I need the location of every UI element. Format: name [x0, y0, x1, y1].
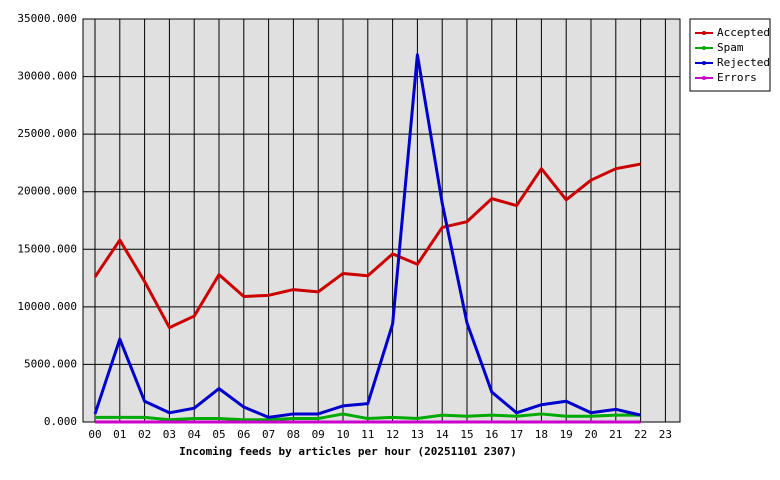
legend-label: Accepted — [717, 26, 770, 39]
series-line — [93, 53, 641, 419]
x-tick-label: 19 — [560, 428, 573, 441]
x-tick-label: 16 — [485, 428, 498, 441]
x-tick-label: 06 — [237, 428, 250, 441]
legend-label: Spam — [717, 41, 744, 54]
y-tick-label: 30000.000 — [17, 70, 77, 83]
x-tick-label: 10 — [336, 428, 349, 441]
x-tick-label: 20 — [584, 428, 597, 441]
x-tick-label: 04 — [188, 428, 202, 441]
x-tick-label: 22 — [634, 428, 647, 441]
legend-marker — [702, 76, 706, 80]
x-tick-label: 02 — [138, 428, 151, 441]
y-tick-label: 25000.000 — [17, 127, 77, 140]
x-tick-label: 23 — [659, 428, 672, 441]
legend-marker — [702, 31, 706, 35]
y-tick-label: 15000.000 — [17, 242, 77, 255]
y-tick-label: 5000.000 — [24, 357, 77, 370]
x-tick-label: 11 — [361, 428, 374, 441]
x-tick-label: 14 — [436, 428, 450, 441]
legend-label: Rejected — [717, 56, 770, 69]
x-tick-label: 01 — [113, 428, 126, 441]
y-tick-label: 0.000 — [44, 415, 77, 428]
x-tick-label: 18 — [535, 428, 548, 441]
legend-label: Errors — [717, 71, 757, 84]
y-tick-label: 20000.000 — [17, 185, 77, 198]
series-line — [93, 162, 641, 330]
x-tick-label: 03 — [163, 428, 176, 441]
legend-marker — [702, 46, 706, 50]
y-tick-label: 10000.000 — [17, 300, 77, 313]
x-tick-label: 08 — [287, 428, 300, 441]
x-tick-label: 07 — [262, 428, 275, 441]
x-tick-label: 15 — [460, 428, 473, 441]
x-tick-label: 21 — [609, 428, 622, 441]
x-tick-label: 05 — [212, 428, 225, 441]
x-tick-label: 12 — [386, 428, 399, 441]
legend-marker — [702, 61, 706, 65]
x-tick-label: 17 — [510, 428, 523, 441]
x-tick-label: 09 — [312, 428, 325, 441]
y-tick-label: 35000.000 — [17, 12, 77, 25]
x-tick-label: 13 — [411, 428, 424, 441]
x-tick-label: 00 — [88, 428, 101, 441]
x-axis-title: Incoming feeds by articles per hour (202… — [179, 445, 517, 458]
series-line — [95, 412, 641, 422]
